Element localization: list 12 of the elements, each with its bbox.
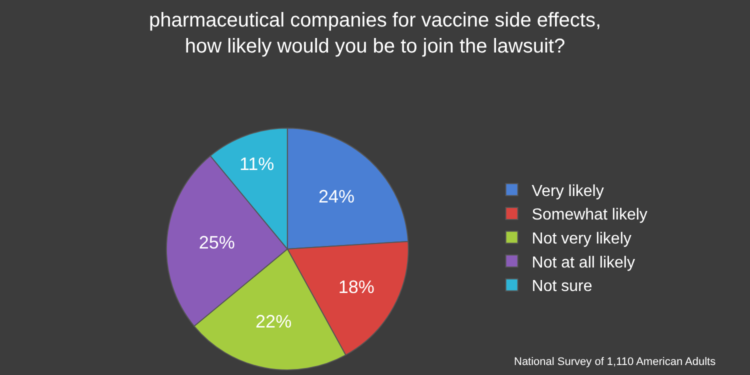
chart-title: pharmaceutical companies for vaccine side effects, how likely would you be to join the lawsuit? (148, 9, 602, 58)
legend-label: Somewhat likely (532, 206, 648, 224)
data-label: 11% (239, 154, 274, 174)
data-label: 24% (318, 186, 355, 207)
text: National Survey of 1,110 American Adults (514, 356, 716, 368)
legend-label: Not sure (532, 278, 592, 296)
legend-label: Very likely (532, 182, 604, 200)
data-label: 22% (256, 312, 292, 332)
legend-label: Not at all likely (532, 254, 635, 272)
data-label: 25% (198, 232, 235, 252)
legend-label: Not very likely (532, 230, 632, 248)
data-label: 18% (338, 276, 374, 297)
